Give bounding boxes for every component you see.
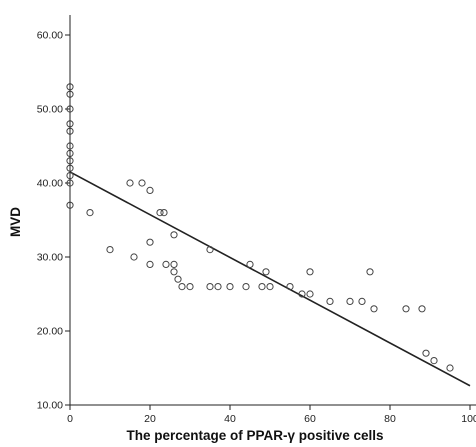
data-point	[366, 268, 374, 276]
x-tick-label: 40	[224, 413, 236, 425]
data-point	[174, 275, 182, 283]
y-axis-title: MVD	[8, 207, 23, 237]
data-point	[146, 238, 154, 246]
x-tick-label: 60	[304, 413, 316, 425]
data-point	[246, 260, 254, 268]
data-point	[298, 290, 306, 298]
data-point	[422, 349, 430, 357]
data-point	[170, 231, 178, 239]
data-point	[146, 186, 154, 194]
y-tick-label: 50.00	[37, 104, 63, 116]
x-tick-label: 100	[461, 413, 476, 425]
data-point	[418, 305, 426, 313]
plot-area	[66, 83, 471, 387]
data-point	[226, 283, 234, 291]
y-tick-label: 40.00	[37, 178, 63, 190]
data-point	[126, 179, 134, 187]
x-axis-title: The percentage of PPAR-γ positive cells	[126, 428, 383, 443]
y-tick-label: 30.00	[37, 252, 63, 264]
data-point	[86, 209, 94, 217]
y-tick-label: 20.00	[37, 326, 63, 338]
data-point	[430, 357, 438, 365]
data-point	[146, 260, 154, 268]
data-point	[358, 297, 366, 305]
data-point	[242, 283, 250, 291]
data-point	[186, 283, 194, 291]
x-tick-label: 0	[67, 413, 73, 425]
regression-line	[69, 171, 471, 387]
axes	[69, 15, 476, 406]
data-point	[206, 283, 214, 291]
data-point	[206, 246, 214, 254]
x-tick-label: 80	[384, 413, 396, 425]
data-point	[286, 283, 294, 291]
data-point	[162, 260, 170, 268]
data-point	[138, 179, 146, 187]
data-point	[156, 209, 164, 217]
y-axis-ticks: 10.00 20.00 30.00 40.00 50.00 60.00	[37, 30, 70, 412]
data-point	[306, 290, 314, 298]
data-point	[266, 283, 274, 291]
data-point	[258, 283, 266, 291]
data-point	[160, 209, 168, 217]
data-point	[170, 268, 178, 276]
data-point	[262, 268, 270, 276]
data-point	[402, 305, 410, 313]
data-point	[346, 297, 354, 305]
x-tick-label: 20	[144, 413, 156, 425]
data-point	[130, 253, 138, 261]
data-point	[214, 283, 222, 291]
data-point	[106, 246, 114, 254]
data-point	[446, 364, 454, 372]
data-point	[370, 305, 378, 313]
data-point	[178, 283, 186, 291]
y-tick-label: 10.00	[37, 400, 63, 412]
data-point	[170, 260, 178, 268]
y-tick-label: 60.00	[37, 30, 63, 42]
data-point	[306, 268, 314, 276]
x-axis-ticks: 0 20 40 60 80 100	[67, 405, 476, 425]
data-point	[326, 297, 334, 305]
